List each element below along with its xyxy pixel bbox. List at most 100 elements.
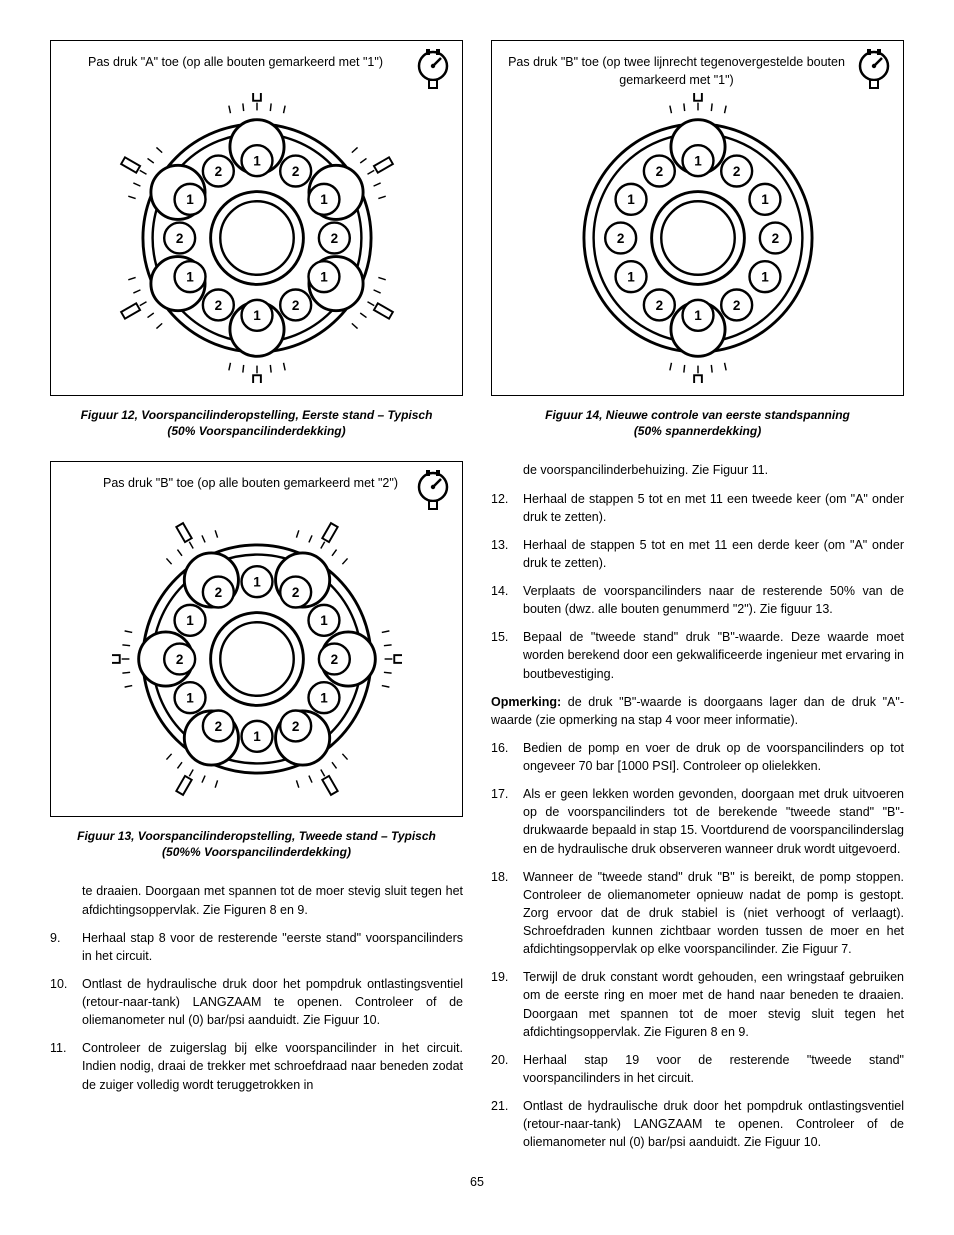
svg-text:2: 2	[732, 298, 740, 313]
step-item: 18.Wanneer de "tweede stand" druk "B" is…	[491, 868, 904, 959]
step-text: Bedien de pomp en voer de druk op de voo…	[523, 739, 904, 775]
svg-text:1: 1	[253, 308, 261, 323]
svg-text:2: 2	[175, 231, 183, 246]
step-number: 17.	[491, 785, 523, 858]
figure-14-caption-l2: (50% spannerdekking)	[634, 424, 761, 438]
step-number: 18.	[491, 868, 523, 959]
step-text: Ontlast de hydraulische druk door het po…	[82, 975, 463, 1029]
svg-text:2: 2	[214, 298, 222, 313]
svg-text:1: 1	[320, 691, 328, 706]
figure-14-caption-l1: Figuur 14, Nieuwe controle van eerste st…	[545, 408, 850, 422]
svg-text:2: 2	[175, 652, 183, 667]
svg-text:2: 2	[291, 719, 299, 734]
step-text: Herhaal stap 8 voor de resterende "eerst…	[82, 929, 463, 965]
step-text: Herhaal de stappen 5 tot en met 11 een t…	[523, 490, 904, 526]
step-number: 20.	[491, 1051, 523, 1087]
svg-text:1: 1	[320, 192, 328, 207]
figure-14-diagram: 121212121212	[504, 93, 891, 383]
figure-14-header: Pas druk "B" toe (op twee lijnrecht tege…	[504, 49, 891, 89]
step-item: 15.Bepaal de "tweede stand" druk "B"-waa…	[491, 628, 904, 682]
svg-text:1: 1	[186, 691, 194, 706]
step-item: 20.Herhaal stap 19 voor de resterende "t…	[491, 1051, 904, 1087]
step-item: 14.Verplaats de voorspancilinders naar d…	[491, 582, 904, 618]
svg-text:1: 1	[761, 192, 769, 207]
figure-13-caption: Figuur 13, Voorspancilinderopstelling, T…	[50, 829, 463, 860]
figure-12-caption-l1: Figuur 12, Voorspancilinderopstelling, E…	[81, 408, 433, 422]
step-text: Bepaal de "tweede stand" druk "B"-waarde…	[523, 628, 904, 682]
svg-text:1: 1	[627, 192, 635, 207]
svg-text:1: 1	[320, 613, 328, 628]
right-steps-list-a: 12.Herhaal de stappen 5 tot en met 11 ee…	[491, 490, 904, 693]
page-columns: Pas druk "A" toe (op alle bouten gemarke…	[50, 40, 904, 1161]
step-text: Als er geen lekken worden gevonden, door…	[523, 785, 904, 858]
svg-text:2: 2	[291, 298, 299, 313]
step-text: Terwijl de druk constant wordt gehouden,…	[523, 968, 904, 1041]
step-text: Wanneer de "tweede stand" druk "B" is be…	[523, 868, 904, 959]
gauge-icon	[857, 49, 891, 89]
step-number: 14.	[491, 582, 523, 618]
page-number: 65	[50, 1173, 904, 1191]
svg-text:1: 1	[186, 613, 194, 628]
svg-text:2: 2	[214, 719, 222, 734]
step-number: 21.	[491, 1097, 523, 1151]
step-item: 17.Als er geen lekken worden gevonden, d…	[491, 785, 904, 858]
step-text: Herhaal stap 19 voor de resterende "twee…	[523, 1051, 904, 1087]
svg-text:1: 1	[253, 575, 261, 590]
svg-text:2: 2	[214, 585, 222, 600]
step-number: 10.	[50, 975, 82, 1029]
step-number: 15.	[491, 628, 523, 682]
figure-12-label: Pas druk "A" toe (op alle bouten gemarke…	[63, 49, 408, 71]
svg-text:2: 2	[330, 652, 338, 667]
step-number: 12.	[491, 490, 523, 526]
svg-text:1: 1	[253, 153, 261, 168]
step-number: 13.	[491, 536, 523, 572]
step-item: 16.Bedien de pomp en voer de druk op de …	[491, 739, 904, 775]
figure-13-box: Pas druk "B" toe (op alle bouten gemarke…	[50, 461, 463, 817]
note-paragraph: Opmerking: de druk "B"-waarde is doorgaa…	[491, 693, 904, 729]
svg-text:1: 1	[253, 729, 261, 744]
left-steps-list: 9.Herhaal stap 8 voor de resterende "eer…	[50, 929, 463, 1104]
figure-12-caption-l2: (50% Voorspancilinderdekking)	[167, 424, 345, 438]
svg-text:2: 2	[291, 164, 299, 179]
step-text: Herhaal de stappen 5 tot en met 11 een d…	[523, 536, 904, 572]
left-continued-text: te draaien. Doorgaan met spannen tot de …	[50, 882, 463, 918]
step-text: Verplaats de voorspancilinders naar de r…	[523, 582, 904, 618]
figure-12-header: Pas druk "A" toe (op alle bouten gemarke…	[63, 49, 450, 89]
svg-text:2: 2	[655, 298, 663, 313]
step-item: 12.Herhaal de stappen 5 tot en met 11 ee…	[491, 490, 904, 526]
left-column: Pas druk "A" toe (op alle bouten gemarke…	[50, 40, 463, 1161]
step-number: 16.	[491, 739, 523, 775]
svg-text:1: 1	[186, 270, 194, 285]
step-number: 9.	[50, 929, 82, 965]
svg-text:1: 1	[627, 270, 635, 285]
svg-text:2: 2	[330, 231, 338, 246]
right-continued-text: de voorspancilinderbehuizing. Zie Figuur…	[491, 461, 904, 479]
figure-14-label: Pas druk "B" toe (op twee lijnrecht tege…	[504, 49, 849, 89]
svg-text:1: 1	[761, 270, 769, 285]
step-item: 13.Herhaal de stappen 5 tot en met 11 ee…	[491, 536, 904, 572]
step-number: 11.	[50, 1039, 82, 1093]
figure-14-caption: Figuur 14, Nieuwe controle van eerste st…	[491, 408, 904, 439]
step-item: 21.Ontlast de hydraulische druk door het…	[491, 1097, 904, 1151]
figure-13-caption-l2: (50%% Voorspancilinderdekking)	[162, 845, 351, 859]
figure-13-caption-l1: Figuur 13, Voorspancilinderopstelling, T…	[77, 829, 436, 843]
svg-text:2: 2	[771, 231, 779, 246]
figure-13-label: Pas druk "B" toe (op alle bouten gemarke…	[63, 470, 398, 492]
step-item: 11.Controleer de zuigerslag bij elke voo…	[50, 1039, 463, 1093]
svg-text:2: 2	[732, 164, 740, 179]
right-column: Pas druk "B" toe (op twee lijnrecht tege…	[491, 40, 904, 1161]
svg-text:2: 2	[291, 585, 299, 600]
figure-12-caption: Figuur 12, Voorspancilinderopstelling, E…	[50, 408, 463, 439]
step-number: 19.	[491, 968, 523, 1041]
step-item: 9.Herhaal stap 8 voor de resterende "eer…	[50, 929, 463, 965]
svg-text:2: 2	[655, 164, 663, 179]
step-item: 10.Ontlast de hydraulische druk door het…	[50, 975, 463, 1029]
figure-12-box: Pas druk "A" toe (op alle bouten gemarke…	[50, 40, 463, 396]
svg-text:2: 2	[214, 164, 222, 179]
svg-text:1: 1	[694, 308, 702, 323]
svg-text:1: 1	[694, 154, 702, 169]
svg-text:1: 1	[186, 192, 194, 207]
gauge-icon	[416, 49, 450, 89]
step-text: Controleer de zuigerslag bij elke voorsp…	[82, 1039, 463, 1093]
step-item: 19.Terwijl de druk constant wordt gehoud…	[491, 968, 904, 1041]
